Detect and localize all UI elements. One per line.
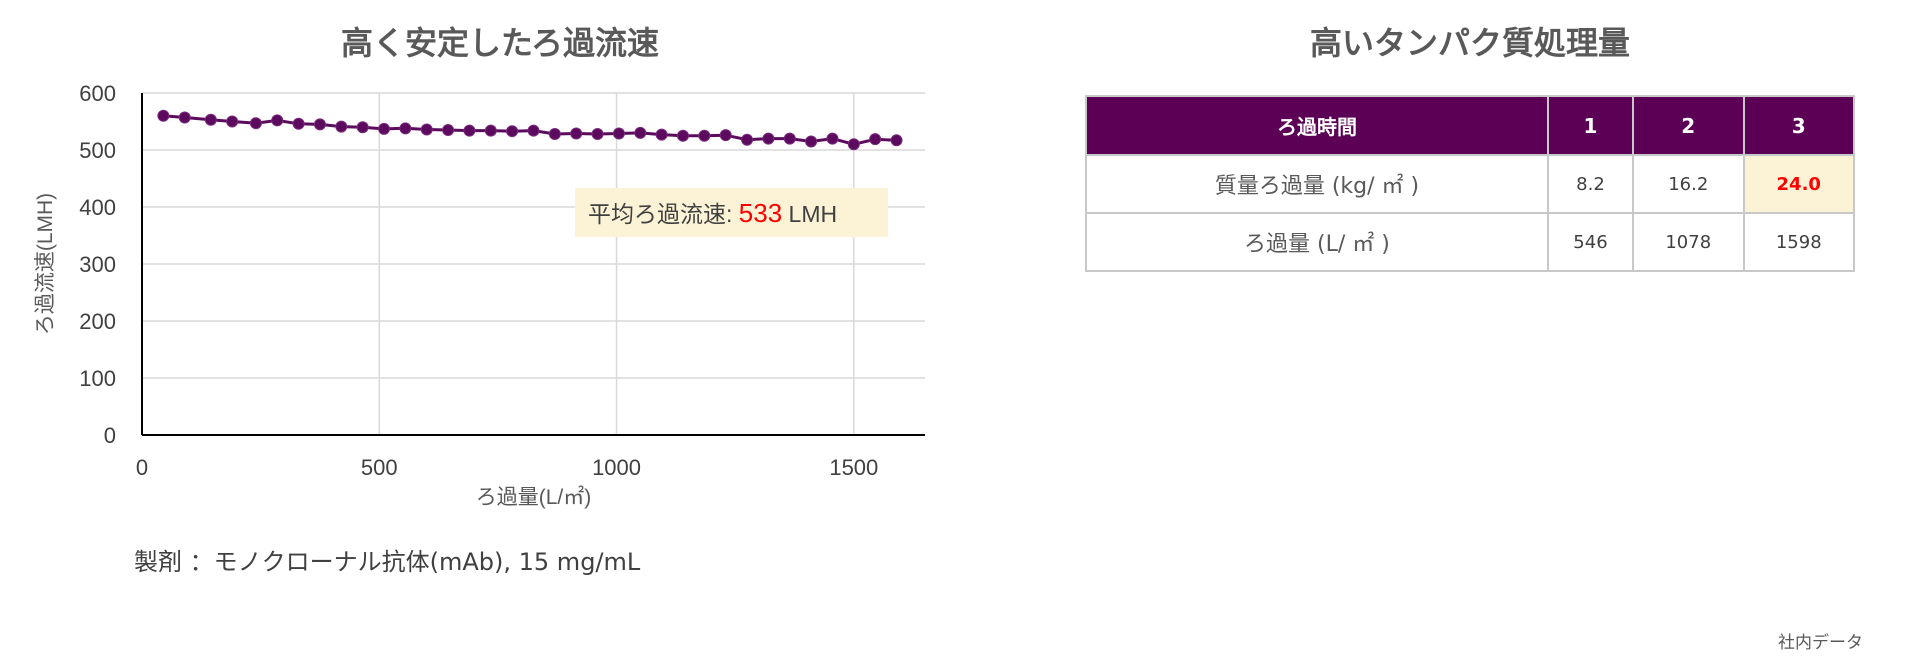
y-tick-label: 600 <box>79 81 116 106</box>
data-point <box>356 121 369 134</box>
annotation-box <box>575 188 888 237</box>
data-point <box>249 117 262 130</box>
data-point <box>420 123 433 136</box>
data-point <box>335 120 348 133</box>
chart-axes <box>141 93 925 436</box>
annotation-unit: LMH <box>782 201 837 227</box>
y-tick-label: 400 <box>79 195 116 220</box>
table-header-cell: 1 <box>1546 95 1635 156</box>
formulation-note: 製剤 ：モノクローナル抗体(mAb), 15 mg/mL <box>134 548 641 576</box>
data-point <box>204 113 217 126</box>
table-cell: 16.2 <box>1632 154 1745 214</box>
table-header-cell: 3 <box>1742 95 1855 156</box>
data-point <box>548 128 561 141</box>
chart-title: 高く安定したろ過流速 <box>340 24 660 62</box>
data-point <box>890 134 903 147</box>
data-point <box>570 127 583 140</box>
chart-tick-labels: 0 100 200 300 400 500 600 0 500 1000 1500 <box>79 81 878 480</box>
data-point <box>741 133 754 146</box>
chart-axis-labels: ろ過量(L/㎡) ろ過流速(LMH) <box>34 193 591 509</box>
data-point <box>591 128 604 141</box>
x-axis-label: ろ過量(L/㎡) <box>476 485 592 509</box>
data-point <box>655 128 668 141</box>
data-point <box>783 132 796 145</box>
data-point <box>157 109 170 122</box>
annotation-label: 平均ろ過流速: <box>588 201 739 227</box>
data-point <box>698 129 711 142</box>
data-point <box>292 117 305 130</box>
data-point <box>484 124 497 137</box>
x-tick-label: 1500 <box>829 455 878 480</box>
data-point <box>612 127 625 140</box>
throughput-table: ろ過時間 1 2 3 質量ろ過量 (kg/ ㎡ ) 8.2 16.2 24.0 … <box>1085 95 1855 272</box>
y-tick-label: 300 <box>79 252 116 277</box>
table-cell: 546 <box>1546 212 1635 272</box>
data-point <box>313 118 326 131</box>
y-tick-label: 200 <box>79 309 116 334</box>
chart-series <box>157 109 903 151</box>
data-point <box>847 138 860 151</box>
y-tick-label: 500 <box>79 138 116 163</box>
data-point <box>805 135 818 148</box>
data-point <box>271 114 284 127</box>
data-point <box>226 115 239 128</box>
table-row: ろ過量 (L/ ㎡ ) 546 1078 1598 <box>1085 212 1855 272</box>
data-point <box>676 129 689 142</box>
table-row-label: 質量ろ過量 (kg/ ㎡ ) <box>1085 154 1549 214</box>
annotation-text: 平均ろ過流速: 533 LMH <box>588 198 837 228</box>
data-point <box>826 132 839 145</box>
x-tick-label: 0 <box>136 455 148 480</box>
table-row-label: ろ過量 (L/ ㎡ ) <box>1085 212 1549 272</box>
data-point <box>869 133 882 146</box>
filtration-flux-chart: 0 100 200 300 400 500 600 0 500 1000 1500 ろ過量(L/㎡)… <box>34 81 925 509</box>
data-point <box>378 122 391 135</box>
y-axis-label: ろ過流速(LMH) <box>34 193 57 335</box>
x-tick-label: 500 <box>361 455 398 480</box>
annotation-value: 533 <box>739 198 782 228</box>
data-point <box>463 124 476 137</box>
data-point <box>634 126 647 139</box>
data-point <box>399 122 412 135</box>
table-header-row: ろ過時間 1 2 3 <box>1085 95 1855 156</box>
data-point <box>506 125 519 138</box>
data-point <box>719 129 732 142</box>
table-cell: 1078 <box>1632 212 1745 272</box>
table-cell: 8.2 <box>1546 154 1635 214</box>
table-cell-highlight: 24.0 <box>1742 154 1855 214</box>
data-point <box>762 132 775 145</box>
table-header-cell: 2 <box>1632 95 1745 156</box>
y-tick-label: 0 <box>104 423 116 448</box>
table-header-cell: ろ過時間 <box>1085 95 1549 156</box>
data-point <box>442 124 455 137</box>
table-row: 質量ろ過量 (kg/ ㎡ ) 8.2 16.2 24.0 <box>1085 154 1855 214</box>
x-tick-label: 1000 <box>592 455 641 480</box>
table-cell: 1598 <box>1742 212 1855 272</box>
data-source: 社内データ <box>1778 633 1863 653</box>
chart-annotation: 平均ろ過流速: 533 LMH <box>575 188 888 237</box>
table-title: 高いタンパク質処理量 <box>1309 24 1630 62</box>
data-point <box>527 124 540 137</box>
data-point <box>178 111 191 124</box>
y-tick-label: 100 <box>79 366 116 391</box>
